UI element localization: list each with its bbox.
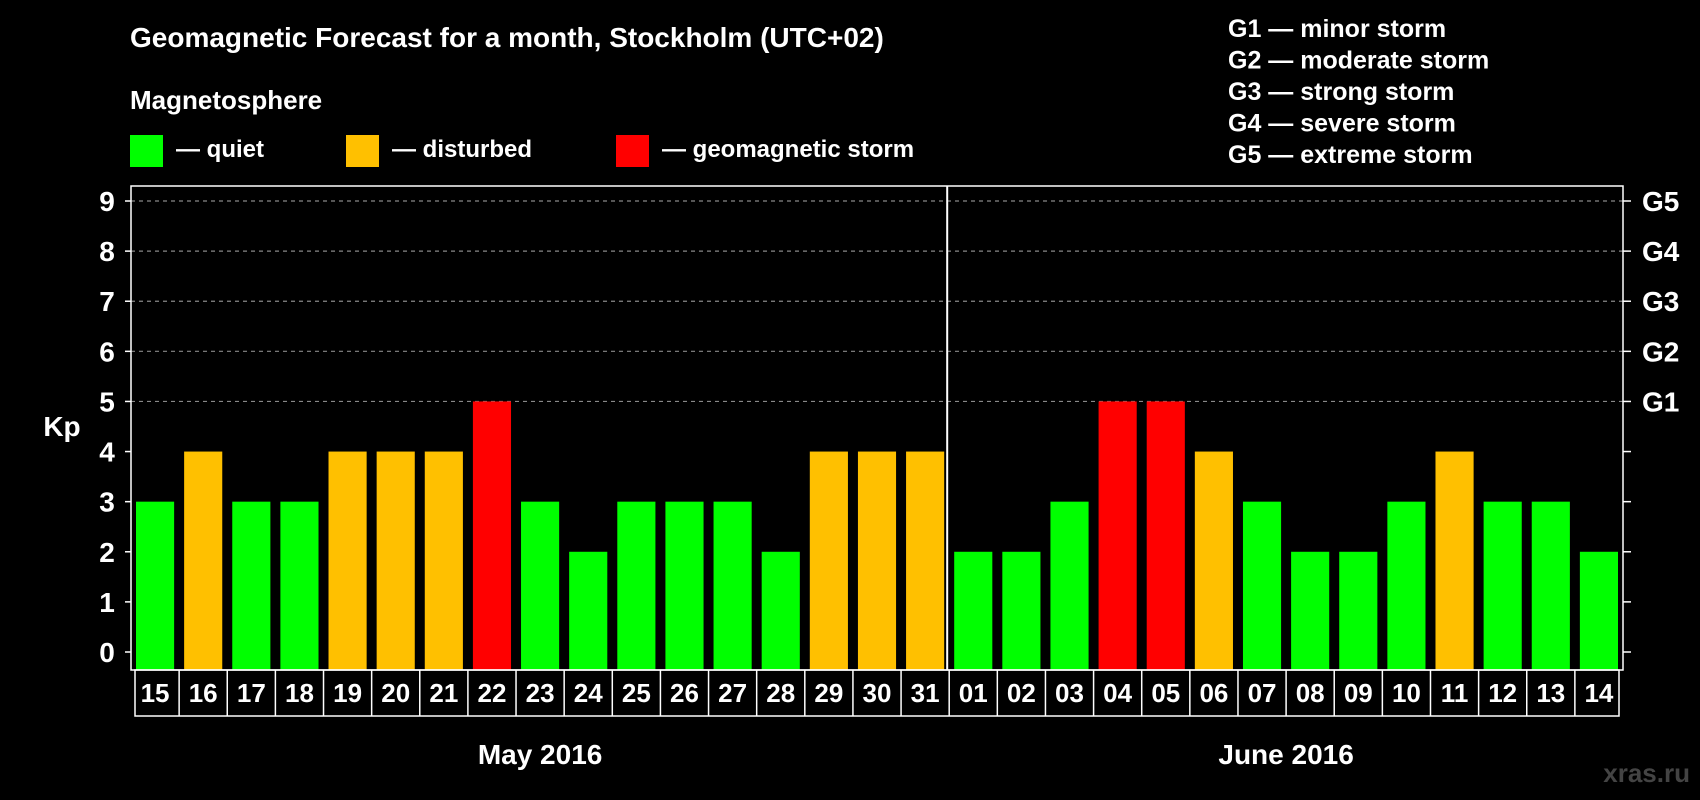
bar-15: [136, 501, 175, 670]
right-axis-label-G5: G5: [1642, 186, 1679, 217]
x-tick-label: 31: [911, 678, 940, 708]
y-tick-label: 5: [99, 386, 115, 417]
bar-27: [713, 501, 752, 670]
x-tick-label: 05: [1151, 678, 1180, 708]
bar-03: [1050, 501, 1089, 670]
x-tick-label: 22: [478, 678, 507, 708]
x-tick-label: 12: [1488, 678, 1517, 708]
right-axis-label-G4: G4: [1642, 236, 1680, 267]
x-tick-label: 14: [1584, 678, 1613, 708]
bar-19: [328, 451, 367, 670]
magnetosphere-legend: — quiet — disturbed — geomagnetic storm: [130, 135, 914, 167]
x-tick-label: 25: [622, 678, 651, 708]
bar-07: [1242, 501, 1282, 670]
date-row-frame: [134, 669, 1620, 717]
x-tick-label: 19: [333, 678, 362, 708]
right-axis-label-G1: G1: [1642, 386, 1679, 417]
storm-scale-item: G2 — moderate storm: [1228, 47, 1489, 75]
bar-31: [906, 451, 945, 670]
month-label: May 2016: [478, 739, 603, 770]
bar-26: [665, 501, 704, 670]
x-tick-label: 27: [718, 678, 747, 708]
x-tick-label: 24: [574, 678, 603, 708]
bar-30: [857, 451, 897, 670]
month-label: June 2016: [1218, 739, 1353, 770]
bar-23: [521, 501, 560, 670]
storm-scale-item: G1 — minor storm: [1228, 15, 1446, 43]
watermark: xras.ru: [1603, 758, 1690, 788]
legend-swatch-disturbed: [346, 135, 379, 167]
x-tick-label: 30: [863, 678, 892, 708]
bar-25: [617, 501, 656, 670]
bar-10: [1387, 501, 1426, 670]
bar-20: [376, 451, 415, 670]
x-tick-label: 06: [1199, 678, 1228, 708]
x-tick-label: 20: [381, 678, 410, 708]
x-tick-label: 29: [814, 678, 843, 708]
bar-01: [954, 551, 993, 670]
x-tick-label: 10: [1392, 678, 1421, 708]
x-tick-label: 07: [1248, 678, 1277, 708]
bar-02: [1002, 551, 1041, 670]
bar-14: [1579, 551, 1618, 670]
y-tick-label: 3: [99, 487, 115, 518]
bar-16: [184, 451, 223, 670]
bar-21: [424, 451, 463, 670]
bar-13: [1531, 501, 1570, 670]
x-tick-label: 08: [1296, 678, 1325, 708]
bar-28: [761, 551, 800, 670]
x-tick-label: 02: [1007, 678, 1036, 708]
x-tick-label: 13: [1536, 678, 1565, 708]
bar-04: [1098, 401, 1137, 670]
legend-swatch-storm: [616, 135, 649, 167]
bar-09: [1339, 551, 1378, 670]
storm-scale-item: G5 — extreme storm: [1228, 141, 1473, 169]
x-tick-label: 09: [1344, 678, 1373, 708]
storm-scale-item: G4 — severe storm: [1228, 110, 1456, 138]
legend-title: Magnetosphere: [130, 85, 322, 115]
y-tick-label: 1: [99, 587, 115, 618]
legend-label-storm: — geomagnetic storm: [662, 136, 914, 163]
storm-scale-legend: G1 — minor storm G2 — moderate storm G3 — …: [1228, 15, 1489, 169]
x-tick-label: 26: [670, 678, 699, 708]
storm-scale-item: G3 — strong storm: [1228, 78, 1454, 106]
y-tick-label: 0: [99, 637, 115, 668]
x-tick-label: 21: [429, 678, 458, 708]
x-tick-label: 16: [189, 678, 218, 708]
legend-label-disturbed: — disturbed: [392, 136, 532, 163]
x-tick-label: 11: [1441, 678, 1469, 708]
x-tick-label: 17: [237, 678, 266, 708]
bar-17: [232, 501, 271, 670]
y-tick-label: 7: [99, 286, 115, 317]
bar-29: [809, 451, 848, 670]
bar-24: [569, 551, 608, 670]
y-tick-label: 9: [99, 186, 115, 217]
bar-08: [1291, 551, 1330, 670]
legend-swatch-quiet: [130, 135, 163, 167]
y-tick-label: 8: [99, 236, 115, 267]
x-tick-label: 15: [141, 678, 170, 708]
x-tick-label: 01: [959, 678, 988, 708]
y-tick-label: 4: [99, 437, 115, 468]
y-tick-label: 2: [99, 537, 115, 568]
x-tick-label: 28: [766, 678, 795, 708]
x-tick-label: 03: [1055, 678, 1084, 708]
x-tick-label: 18: [285, 678, 314, 708]
bar-11: [1435, 451, 1474, 670]
bar-06: [1194, 451, 1233, 670]
bar-12: [1483, 501, 1522, 670]
x-tick-label: 04: [1103, 678, 1132, 708]
y-tick-label: 6: [99, 336, 115, 367]
legend-label-quiet: — quiet: [176, 136, 264, 163]
chart-title: Geomagnetic Forecast for a month, Stockh…: [130, 22, 884, 53]
bar-05: [1146, 401, 1185, 670]
bar-22: [472, 401, 512, 670]
right-axis-label-G2: G2: [1642, 336, 1679, 367]
x-tick-label: 23: [526, 678, 555, 708]
right-axis-label-G3: G3: [1642, 286, 1679, 317]
y-axis-label: Kp: [43, 411, 80, 442]
bar-18: [280, 501, 319, 670]
